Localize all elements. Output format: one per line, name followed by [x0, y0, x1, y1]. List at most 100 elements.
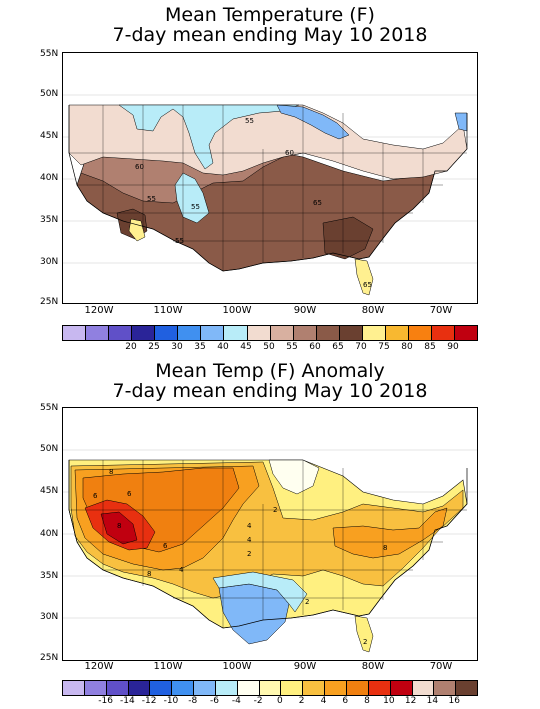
panel1-colorbar-labels: 20 25 30 35 40 45 50 55 60 65 70 75 80 85 90	[62, 342, 476, 354]
panel1-state-lines	[69, 105, 467, 271]
panel2-colorbar-label: 8	[364, 696, 370, 706]
panel1-region-50-55	[276, 104, 350, 140]
panel1-colorbar-swatch	[201, 326, 225, 340]
panel2-colorbar-label: -2	[253, 696, 263, 706]
panel2-lon-90w: 90W	[293, 661, 317, 672]
panel2-lat-25n: 25N	[40, 653, 59, 663]
panel1-colorbar-swatch	[109, 326, 133, 340]
panel1-lon-100w: 100W	[222, 305, 252, 316]
panel1-colorbar-swatch	[270, 326, 294, 340]
panel2-colorbar-swatch	[106, 681, 129, 695]
panel1-contour-label: 55	[147, 195, 156, 203]
panel1-lon-120w: 120W	[84, 305, 114, 316]
panel2-colorbar-swatch	[456, 681, 478, 695]
panel1-title-line2: 7-day mean ending May 10 2018	[112, 24, 428, 46]
panel2-colorbar-labels: -16 -14 -12 -10 -8 -6 -4 -2 0 2 4 6 8 10 12 14 16	[62, 696, 476, 708]
panel1-colorbar-swatch	[455, 326, 478, 340]
panel2-contour-labels: 8 6 6 8 2 4 4 4 2 8 8 2 6 2	[93, 468, 387, 646]
panel2-colorbar-label: -16	[98, 696, 113, 706]
panel1-colorbar-label: 90	[447, 342, 459, 352]
panel1-region-florida	[354, 258, 374, 296]
panel2-colorbar-swatch	[84, 681, 107, 695]
panel1-contour-label: 55	[175, 237, 184, 245]
panel1-contour-label: 60	[285, 149, 294, 157]
panel1-lat-50n: 50N	[40, 89, 59, 99]
panel2-colorbar	[62, 680, 478, 696]
panel1-lat-35n: 35N	[40, 215, 59, 225]
panel2-contour-label: 8	[109, 468, 113, 476]
panel1-colorbar-label: 75	[378, 342, 390, 352]
panel2-contour-label: 2	[305, 598, 309, 606]
panel1-colorbar-swatch	[362, 326, 386, 340]
panel2-lat-40n: 40N	[40, 529, 59, 539]
panel2-lat-50n: 50N	[40, 444, 59, 454]
panel2-title-line2: 7-day mean ending May 10 2018	[112, 380, 428, 402]
panel2-state-lines	[69, 460, 467, 628]
panel1-colorbar-label: 80	[401, 342, 413, 352]
panel1-region-55-60-north	[118, 104, 300, 170]
panel1-colorbar-label: 60	[309, 342, 321, 352]
panel1-colorbar-swatch	[432, 326, 456, 340]
panel2-lon-120w: 120W	[84, 661, 114, 672]
panel2-colorbar-swatch	[259, 681, 282, 695]
panel2-colorbar-swatch	[128, 681, 151, 695]
panel2-colorbar-swatch	[172, 681, 195, 695]
panel2-colorbar-swatch	[412, 681, 435, 695]
panel1-colorbar-swatch	[86, 326, 110, 340]
panel2-colorbar-label: 6	[342, 696, 349, 706]
panel2-contour-label: 8	[147, 570, 151, 578]
panel2-region-florida	[354, 615, 374, 653]
panel2-colorbar-label: 12	[404, 696, 417, 706]
panel2-contour-label: 6	[93, 492, 98, 500]
panel2-coastline	[68, 460, 468, 629]
panel1-map-svg: 55 60 60 55 55 65 55 65	[63, 94, 477, 296]
panel2-contour-label: 8	[117, 522, 121, 530]
panel2-colorbar-swatch	[215, 681, 238, 695]
panel1-colorbar-swatch	[408, 326, 432, 340]
panel1-contour-label: 65	[313, 199, 322, 207]
panel1-region-75-80-south	[322, 216, 374, 260]
panel2-colorbar-label: -10	[163, 696, 179, 706]
panel2-region-anom-0	[268, 459, 320, 495]
panel1-contour-label: 55	[245, 117, 254, 125]
panel1-colorbar-swatch	[247, 326, 271, 340]
panel1-lon-90w: 90W	[293, 305, 317, 316]
panel2-lon-110w: 110W	[153, 661, 183, 672]
panel2-title-line1: Mean Temp (F) Anomaly	[155, 360, 385, 382]
panel2-colorbar-label: 2	[298, 696, 305, 706]
panel2-colorbar-label: -4	[231, 696, 241, 706]
panel1-colorbar-label: 55	[286, 342, 298, 352]
panel2-colorbar-label: 4	[320, 696, 327, 706]
panel1-colorbar-swatch	[316, 326, 340, 340]
panel1-map: 55 60 60 55 55 65 55 65	[62, 52, 478, 304]
panel2-map-svg: 8 6 6 8 2 4 4 4 2 8 8 2 6 2	[63, 449, 477, 653]
panel2-lon-70w: 70W	[429, 661, 453, 672]
panel2-region-anom-12-14	[100, 511, 138, 545]
panel2-colorbar-swatch	[434, 681, 457, 695]
panel2-contour-label: 2	[363, 638, 367, 646]
panel1-lat-40n: 40N	[40, 173, 59, 183]
panel2-contour-label: 8	[383, 544, 387, 552]
panel2-lat-45n: 45N	[40, 486, 59, 496]
panel1-colorbar-swatch	[155, 326, 179, 340]
panel2-colorbar-swatch	[346, 681, 369, 695]
panel2-contour-label: 4	[247, 536, 252, 544]
panel2-lat-35n: 35N	[40, 571, 59, 581]
panel2-colorbar-swatch	[237, 681, 260, 695]
panel1-colorbar-swatch	[293, 326, 317, 340]
panel2-map: 8 6 6 8 2 4 4 4 2 8 8 2 6 2	[62, 407, 478, 661]
panel1-colorbar-label: 30	[171, 342, 183, 352]
panel1-colorbar-label: 35	[194, 342, 206, 352]
panel1-region-50-55-ne	[454, 112, 468, 132]
panel2-colorbar-label: 14	[426, 696, 439, 706]
panel2-colorbar-label: 16	[448, 696, 460, 706]
panel1-colorbar-swatch	[224, 326, 248, 340]
panel1-lat-25n: 25N	[40, 297, 59, 307]
panel2-colorbar-label: -6	[210, 696, 220, 706]
panel1-region-55-60-rockies	[174, 172, 210, 224]
panel1-contour-label: 65	[363, 281, 372, 289]
panel2-lat-55n: 55N	[40, 403, 59, 413]
panel1-coastline	[68, 105, 468, 272]
panel1-contour-label: 55	[191, 203, 200, 211]
panel1-colorbar-label: 40	[217, 342, 229, 352]
